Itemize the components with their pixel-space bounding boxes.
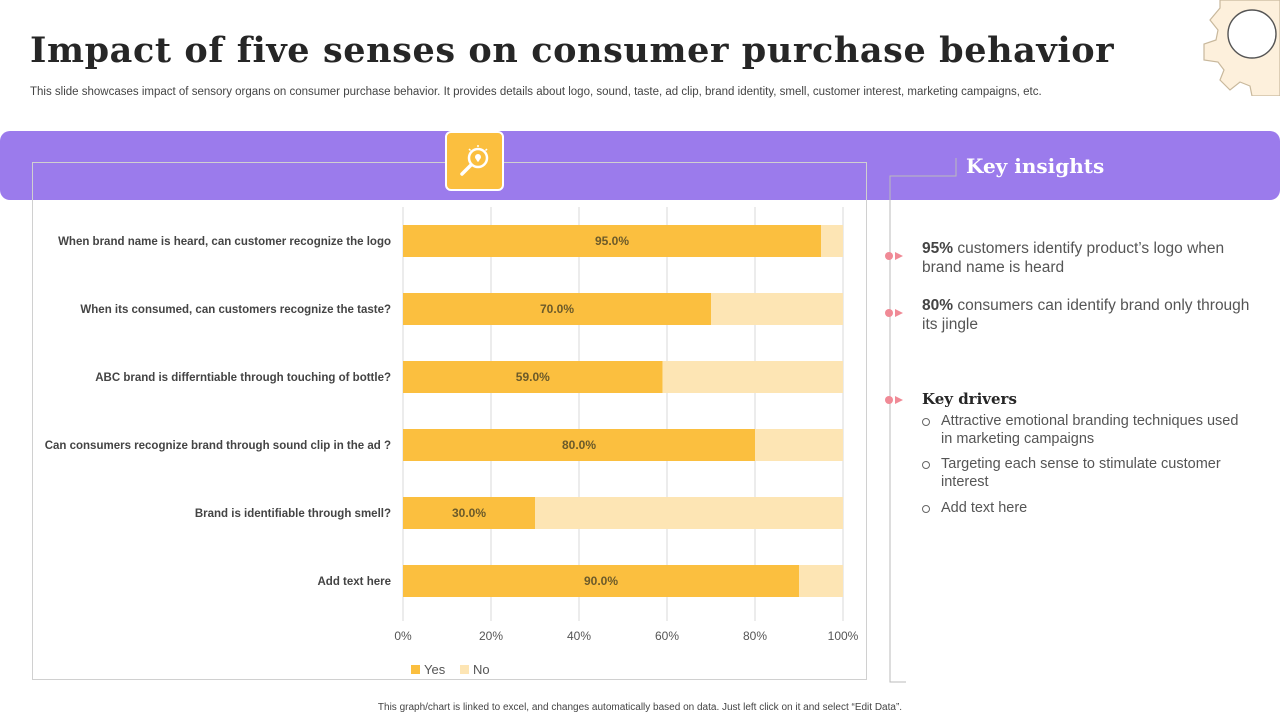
- bar-chart: 0% 20% 40% 60% 80% 100% 95.0% When brand name i…: [45, 207, 859, 677]
- x-tick-label: 100%: [828, 629, 859, 643]
- category-label: ABC brand is differntiable through touch…: [95, 372, 391, 384]
- footer-note: This graph/chart is linked to excel, and…: [377, 702, 903, 713]
- category-label: Can consumers recognize brand through so…: [45, 440, 391, 452]
- key-insights-title: Key insights: [966, 154, 1105, 178]
- bar-no: [535, 497, 843, 529]
- data-label: 59.0%: [516, 370, 550, 384]
- legend-label-no: No: [473, 662, 490, 677]
- data-label: 70.0%: [540, 302, 574, 316]
- key-drivers-title: Key drivers: [922, 390, 1017, 408]
- page-title: Impact of five senses on consumer purcha…: [30, 30, 1115, 71]
- bar-yes: [403, 293, 711, 325]
- insight-value: 95%: [922, 240, 954, 257]
- driver-item: Targeting each sense to stimulate custom…: [941, 456, 1221, 490]
- data-label: 95.0%: [595, 234, 629, 248]
- bar-no: [711, 293, 843, 325]
- legend-swatch-no: [460, 665, 469, 674]
- header-banner: [0, 131, 1280, 200]
- bullet-circle-icon: [922, 505, 930, 513]
- driver-item: Add text here: [941, 500, 1028, 516]
- bar-yes: [403, 361, 663, 393]
- insight-icon-box: [445, 131, 504, 191]
- bar-yes: [403, 225, 821, 257]
- data-label: 80.0%: [562, 438, 596, 452]
- page-subtitle: This slide showcases impact of sensory o…: [30, 86, 1042, 98]
- category-label: Add text here: [318, 576, 392, 588]
- insight-value: 80%: [922, 297, 954, 314]
- bar-yes: [403, 497, 535, 529]
- pointer-marker-icon: [885, 252, 903, 260]
- bullet-circle-icon: [922, 418, 930, 426]
- insight-item: 80% consumers can identify brand only th…: [922, 296, 1252, 334]
- insight-text: consumers can identify brand only throug…: [922, 297, 1250, 333]
- category-label: When brand name is heard, can customer r…: [58, 236, 391, 248]
- insight-item: 95% customers identify product’s logo wh…: [922, 239, 1252, 277]
- gear-icon: [1203, 0, 1280, 96]
- lightbulb-magnifier-icon: [459, 145, 488, 176]
- bar-no: [799, 565, 843, 597]
- x-tick-label: 80%: [743, 629, 767, 643]
- pointer-marker-icon: [885, 309, 903, 317]
- legend-label-yes: Yes: [424, 662, 446, 677]
- category-label: When its consumed, can customers recogni…: [80, 304, 391, 316]
- bar-no: [821, 225, 843, 257]
- bar-no: [755, 429, 843, 461]
- bar-yes: [403, 565, 799, 597]
- x-tick-label: 40%: [567, 629, 591, 643]
- x-tick-label: 0%: [394, 629, 412, 643]
- driver-item: Attractive emotional branding techniques…: [941, 413, 1239, 447]
- x-tick-label: 20%: [479, 629, 503, 643]
- data-label: 30.0%: [452, 506, 486, 520]
- x-tick-label: 60%: [655, 629, 679, 643]
- bar-no: [662, 361, 843, 393]
- insights-connector: [889, 158, 957, 683]
- data-label: 90.0%: [584, 574, 618, 588]
- category-label: Brand is identifiable through smell?: [195, 508, 391, 520]
- bar-yes: [403, 429, 755, 461]
- pointer-marker-icon: [885, 396, 903, 404]
- legend-swatch-yes: [411, 665, 420, 674]
- bullet-circle-icon: [922, 461, 930, 469]
- insight-text: customers identify product’s logo when b…: [922, 240, 1225, 276]
